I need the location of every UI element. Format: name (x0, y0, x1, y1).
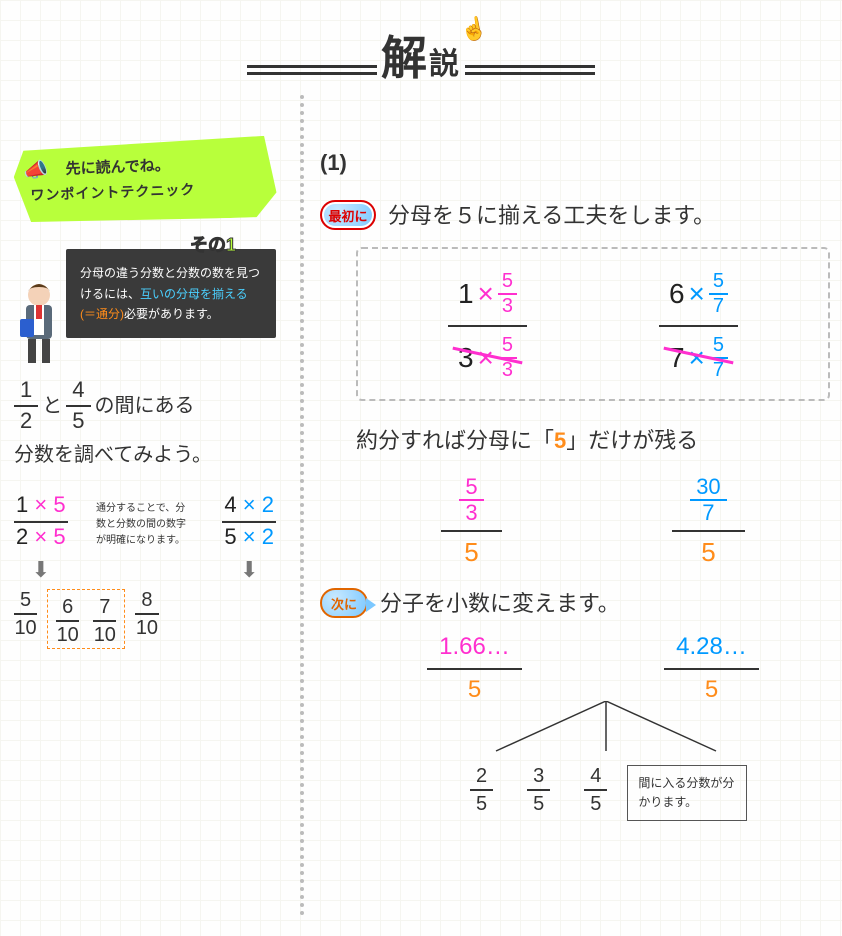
tip-hl2: (＝通分) (80, 307, 124, 321)
decimal-pair: 1.66… 5 4.28… 5 (356, 631, 830, 705)
step1-text: 分母を５に揃える工夫をします。 (388, 198, 715, 233)
ans-2-5: 2 5 (470, 765, 493, 815)
answers: 2 5 3 5 4 5 (470, 765, 607, 815)
step-2: 次に 分子を小数に変えます。 (320, 586, 830, 621)
tip-tag: その1 (190, 231, 236, 257)
sub1: 約分すれば分母に「5」だけが残る (356, 423, 830, 455)
frac-4-5: 4 5 (66, 378, 90, 432)
common-denominator-row: 1 × 5 2 × 5 ⬇ 通分することで、分数と分数の間の数字が明確になります… (14, 491, 276, 585)
work-left: 1 × 53 3 × 53 (448, 267, 527, 381)
example-sentence: 1 2 と 4 5 の間にある 分数を調べてみよう。 (14, 378, 276, 476)
ans-4-5: 4 5 (584, 765, 607, 815)
vertical-separator (300, 95, 304, 916)
step-1: 最初に 分母を５に揃える工夫をします。 (320, 198, 830, 233)
mul-left: 1 × 5 2 × 5 ⬇ (14, 491, 68, 585)
work-box: 1 × 53 3 × 53 6 × 57 7 × 57 (356, 247, 830, 401)
page-title: 解説 ☝ (381, 22, 461, 88)
step1-badge: 最初に (320, 200, 376, 230)
tip-text-b: 必要があります。 (124, 307, 219, 321)
arrow-down-icon: ⬇ (14, 557, 68, 583)
tip-block: その1 分母の違う分数と分数の数を見つけるには、互いの分母を揃える(＝通分)必要… (14, 249, 276, 338)
txt-line2: 分数を調べてみよう。 (14, 433, 276, 477)
reduced-pair: 53 5 307 5 (356, 469, 830, 568)
fan-connector (356, 705, 830, 765)
ans-3-5: 3 5 (527, 765, 550, 815)
mul-note: 通分することで、分数と分数の間の数字が明確になります。 (96, 501, 194, 549)
between-box: 6 10 7 10 (47, 589, 125, 649)
frac-5-10: 5 10 (14, 589, 37, 639)
txt-and: と (42, 384, 62, 428)
rule-right (465, 61, 595, 79)
tip-hl1: 互いの分母を揃える (140, 287, 248, 301)
side-note: 間に入る分数が分かります。 (627, 765, 747, 821)
question-number: (1) (320, 150, 830, 176)
result-row: 5 10 6 10 7 10 8 10 (14, 589, 276, 649)
step2-text: 分子を小数に変えます。 (380, 586, 620, 621)
dec-right: 4.28… 5 (664, 631, 759, 705)
header: 解説 ☝ (0, 0, 842, 88)
tip-box: 分母の違う分数と分数の数を見つけるには、互いの分母を揃える(＝通分)必要がありま… (66, 249, 276, 338)
reduced-left: 53 5 (441, 469, 501, 568)
txt-between: の間にある (95, 384, 195, 428)
frac-1-2: 1 2 (14, 378, 38, 432)
right-column: (1) 最初に 分母を５に揃える工夫をします。 1 × 53 3 × 53 6 … (320, 150, 830, 821)
read-first-note: 📣 先に読んでね。 ワンポイントテクニック (13, 135, 278, 225)
work-right: 6 × 57 7 × 57 (659, 267, 738, 381)
hand-icon: ☝ (458, 14, 491, 45)
frac-6-10: 6 10 (56, 596, 79, 646)
rule-left (247, 61, 377, 79)
note-line2: ワンポイントテクニック (30, 175, 261, 207)
left-column: 📣 先に読んでね。 ワンポイントテクニック その1 分母の違う分数と分数の数を見… (0, 140, 290, 649)
step2-badge: 次に (320, 588, 368, 618)
teacher-avatar (12, 279, 66, 374)
frac-7-10: 7 10 (93, 596, 116, 646)
arrow-down-icon: ⬇ (222, 557, 276, 583)
megaphone-icon: 📣 (23, 153, 49, 188)
title-big: 解 (381, 32, 429, 84)
reduced-right: 307 5 (672, 469, 744, 568)
dec-left: 1.66… 5 (427, 631, 522, 705)
frac-8-10: 8 10 (135, 589, 158, 639)
title-small: 説 (429, 48, 461, 81)
mul-right: 4 × 2 5 × 2 ⬇ (222, 491, 276, 585)
